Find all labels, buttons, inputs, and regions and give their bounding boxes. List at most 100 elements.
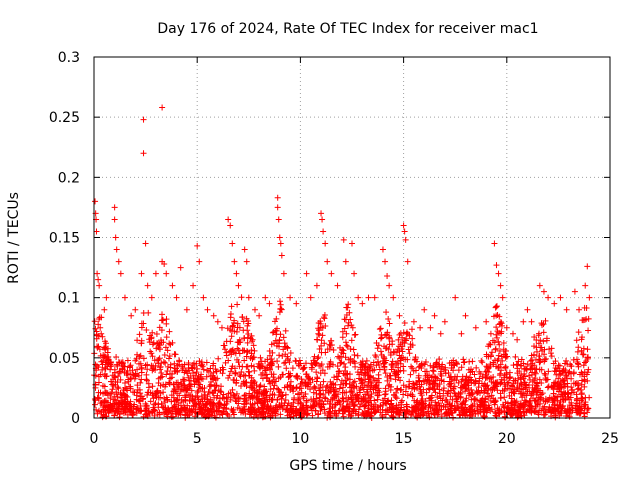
data-point-bulk bbox=[157, 366, 164, 373]
data-point-bulk bbox=[313, 369, 320, 376]
data-point-bulk bbox=[248, 362, 255, 369]
data-point-bulk bbox=[417, 386, 424, 393]
data-point-bulk bbox=[407, 371, 414, 378]
data-point-bulk bbox=[543, 337, 550, 344]
data-point-bulk bbox=[385, 346, 392, 353]
data-point-bulk bbox=[351, 378, 358, 385]
data-point-bulk bbox=[130, 411, 137, 418]
data-point-bulk bbox=[340, 395, 347, 402]
data-point-bulk bbox=[537, 337, 544, 344]
data-point-bulk bbox=[488, 392, 495, 399]
y-tick-label: 0.25 bbox=[49, 110, 80, 126]
data-point-bulk bbox=[293, 384, 300, 391]
data-point-bulk bbox=[402, 388, 409, 395]
data-point-bulk bbox=[440, 378, 447, 385]
data-point-bulk bbox=[229, 346, 236, 353]
data-point-bulk bbox=[509, 399, 516, 406]
data-point-bulk bbox=[101, 344, 108, 351]
data-point-bulk bbox=[351, 358, 358, 365]
data-point-bulk bbox=[536, 376, 543, 383]
data-point-bulk bbox=[471, 371, 478, 378]
data-point-bulk bbox=[138, 376, 145, 383]
data-point-bulk bbox=[468, 386, 475, 393]
data-point-bulk bbox=[490, 313, 497, 320]
data-point-bulk bbox=[397, 330, 404, 337]
data-point-bulk bbox=[371, 366, 378, 373]
data-point-bulk bbox=[408, 326, 415, 333]
chart-title: Day 176 of 2024, Rate Of TEC Index for r… bbox=[157, 21, 538, 37]
data-point-bulk bbox=[524, 361, 531, 368]
data-point-bulk bbox=[471, 407, 478, 414]
data-point-bulk bbox=[357, 385, 364, 392]
data-point-bulk bbox=[159, 311, 166, 318]
data-point-bulk bbox=[584, 409, 591, 416]
data-point-bulk bbox=[137, 379, 144, 386]
data-point-bulk bbox=[287, 378, 294, 385]
data-point-bulk bbox=[447, 393, 454, 400]
data-point-bulk bbox=[276, 343, 283, 350]
data-point-bulk bbox=[393, 395, 400, 402]
data-point-bulk bbox=[555, 375, 562, 382]
data-point-bulk bbox=[568, 399, 575, 406]
data-point-bulk bbox=[395, 336, 402, 343]
data-point-bulk bbox=[349, 389, 356, 396]
y-tick-label: 0 bbox=[71, 411, 80, 427]
data-point-bulk bbox=[260, 410, 267, 417]
data-point-bulk bbox=[251, 379, 258, 386]
data-point-bulk bbox=[164, 347, 171, 354]
data-point-bulk bbox=[315, 354, 322, 361]
data-point-bulk bbox=[210, 390, 217, 397]
data-point-bulk bbox=[92, 325, 99, 332]
data-point-bulk bbox=[465, 366, 472, 373]
data-point-bulk bbox=[383, 309, 390, 316]
data-point-bulk bbox=[580, 317, 587, 324]
data-point-bulk bbox=[478, 357, 485, 364]
data-point-bulk bbox=[343, 330, 350, 337]
data-point-bulk bbox=[403, 401, 410, 408]
data-point-bulk bbox=[274, 358, 281, 365]
data-point-bulk bbox=[487, 386, 494, 393]
data-point-bulk bbox=[217, 388, 224, 395]
data-point-bulk bbox=[166, 340, 173, 347]
data-point-bulk bbox=[556, 362, 563, 369]
data-point-bulk bbox=[531, 408, 538, 415]
data-point-bulk bbox=[506, 385, 513, 392]
data-point-bulk bbox=[548, 353, 555, 360]
data-point-bulk bbox=[473, 364, 480, 371]
data-point-bulk bbox=[352, 331, 359, 338]
data-point-bulk bbox=[585, 366, 592, 373]
data-point-bulk bbox=[94, 344, 101, 351]
data-point-bulk bbox=[272, 378, 279, 385]
data-point-bulk bbox=[375, 358, 382, 365]
data-point-bulk bbox=[150, 395, 157, 402]
data-point-bulk bbox=[460, 359, 467, 366]
data-point-bulk bbox=[506, 375, 513, 382]
data-point-bulk bbox=[267, 386, 274, 393]
data-point-bulk bbox=[316, 327, 323, 334]
data-point-bulk bbox=[232, 350, 239, 357]
y-tick-label: 0.1 bbox=[58, 291, 80, 307]
data-point-bulk bbox=[494, 311, 501, 318]
data-point-bulk bbox=[339, 328, 346, 335]
data-point-bulk bbox=[314, 355, 321, 362]
data-point-bulk bbox=[322, 387, 329, 394]
data-point-bulk bbox=[280, 334, 287, 341]
data-point-bulk bbox=[93, 332, 100, 339]
data-point-bulk bbox=[140, 355, 147, 362]
data-point-bulk bbox=[236, 339, 243, 346]
data-point-bulk bbox=[203, 359, 210, 366]
data-point-bulk bbox=[154, 340, 161, 347]
data-point-bulk bbox=[193, 369, 200, 376]
data-point-bulk bbox=[212, 366, 219, 373]
data-point-bulk bbox=[500, 403, 507, 410]
data-point-bulk bbox=[346, 401, 353, 408]
x-tick-label: 5 bbox=[193, 431, 202, 447]
data-point-bulk bbox=[335, 353, 342, 360]
data-point-bulk bbox=[99, 382, 106, 389]
data-point-bulk bbox=[143, 371, 150, 378]
data-point-bulk bbox=[92, 401, 99, 408]
data-point-bulk bbox=[552, 414, 559, 421]
data-point-bulk bbox=[213, 368, 220, 375]
data-point-bulk bbox=[355, 406, 362, 413]
